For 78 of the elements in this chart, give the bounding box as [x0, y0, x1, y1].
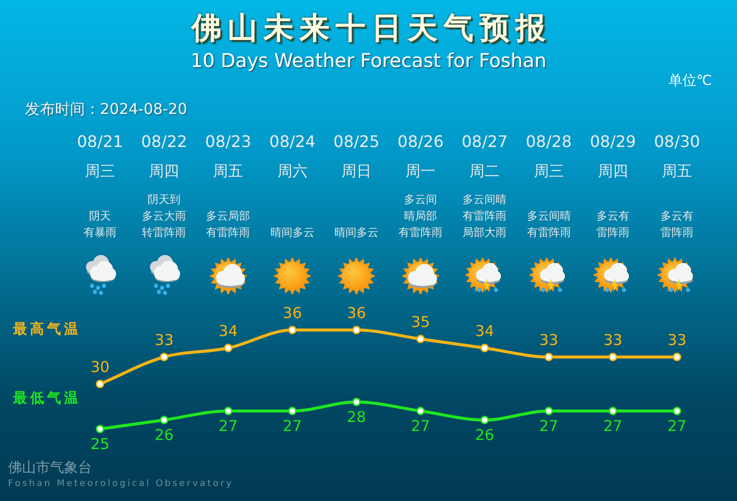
data-label: 27 [411, 416, 430, 435]
x-tick-label: 08/28 [526, 132, 572, 152]
data-label: 27 [282, 416, 302, 435]
point [480, 344, 489, 352]
text: 周四 [149, 162, 180, 180]
data-label: 26 [154, 426, 174, 444]
point [288, 406, 297, 416]
text: Foshan Meteorological Observatory [8, 479, 234, 489]
x-tick-label: 08/22 [141, 132, 188, 152]
data-label: 27 [603, 416, 622, 435]
text: 发布时间：2024-08-20 [25, 100, 188, 118]
data-label: 28 [346, 408, 366, 426]
point [416, 334, 425, 344]
text: 周日 [341, 162, 372, 180]
text: 多云有雷阵雨 [660, 209, 694, 239]
text: 多云间晴局部有雷阵雨 [398, 192, 443, 239]
text: 周二 [470, 162, 500, 180]
x-tick-label: 08/29 [590, 132, 636, 152]
series-label: 最低气温 [12, 390, 81, 407]
text: 多云局部有雷阵雨 [206, 209, 250, 239]
point [96, 380, 104, 388]
data-label: 30 [90, 358, 110, 376]
text: 周六 [277, 162, 308, 180]
point [480, 416, 489, 424]
point [96, 424, 104, 434]
chart-title: 佛山未来十日天气预报 [190, 11, 552, 46]
text: 晴间多云 [270, 226, 314, 239]
point [160, 416, 168, 424]
text: 周三 [85, 162, 115, 180]
point [672, 352, 682, 362]
x-tick-label: 08/21 [76, 132, 124, 152]
text: 阴天到多云大雨转雷阵雨 [142, 192, 186, 239]
data-label: 27 [218, 416, 238, 435]
data-label: 27 [667, 416, 687, 435]
x-tick-label: 08/24 [269, 132, 316, 152]
text: 周三 [534, 162, 564, 180]
text: 最高气温 [12, 320, 81, 338]
data-label: 33 [667, 330, 687, 349]
text: 周五 [213, 162, 244, 180]
point [544, 406, 554, 416]
data-label: 34 [475, 322, 494, 340]
point [416, 406, 425, 416]
data-label: 36 [282, 304, 302, 322]
point [544, 352, 554, 362]
data-label: 27 [539, 416, 558, 435]
point [224, 344, 232, 352]
point [608, 406, 618, 416]
y-axis-title: 单位℃ [668, 73, 712, 89]
text: 佛山市气象台 [8, 460, 92, 476]
text: 周五 [662, 162, 692, 180]
text: 晴间多云 [334, 226, 378, 239]
point [352, 398, 361, 406]
point [160, 352, 168, 362]
data-label: 34 [218, 322, 238, 340]
data-label: 33 [154, 330, 174, 349]
x-tick-label: 08/26 [398, 132, 444, 152]
text: 阴天有暴雨 [84, 209, 116, 239]
data-label: 36 [346, 304, 366, 322]
data-label: 25 [90, 434, 110, 453]
text: 多云间晴有雷阵雨局部大雨 [462, 192, 507, 239]
data-label: 26 [475, 426, 494, 444]
point [288, 326, 297, 334]
data-label: 33 [539, 330, 558, 349]
text: 周一 [406, 162, 436, 180]
text: 多云有雷阵雨 [596, 209, 630, 239]
x-tick-label: 08/23 [205, 132, 252, 152]
x-tick-label: 08/27 [462, 132, 508, 152]
data-label: 33 [603, 330, 622, 349]
point [672, 406, 682, 416]
text: 周四 [598, 162, 628, 180]
data-label: 35 [411, 312, 430, 331]
point [352, 326, 361, 334]
chart-subtitle: 10 Days Weather Forecast for Foshan [190, 50, 548, 72]
text: 多云间晴有雷阵雨 [526, 209, 571, 239]
x-tick-label: 08/25 [333, 132, 380, 152]
point [224, 406, 232, 416]
point [608, 352, 618, 362]
x-tick-label: 08/30 [654, 132, 700, 152]
